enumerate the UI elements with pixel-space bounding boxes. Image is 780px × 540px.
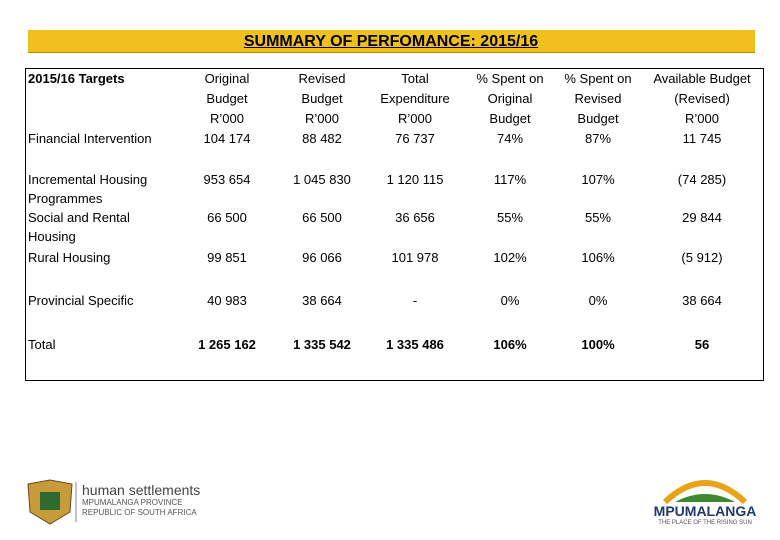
header-cell: 2015/16 Targets [28,71,125,86]
cell: 106% [493,337,527,352]
header-cell: Total [401,71,429,86]
cell: 953 654 [203,172,251,187]
logo-text: REPUBLIC OF SOUTH AFRICA [82,508,197,517]
cell: 36 656 [395,210,435,225]
cell: 102% [493,250,527,265]
right-logo [662,480,748,505]
cell: 0% [500,293,520,308]
row-label: Provincial Specific [28,293,134,308]
header-cell: Revised [574,91,622,106]
cell: 38 664 [302,293,342,308]
header-cell: R’000 [685,111,719,126]
crest-shield [40,492,60,510]
row-label: Total [28,337,56,352]
cell: 106% [581,250,615,265]
cell: 88 482 [302,131,342,146]
cell: 1 120 115 [386,172,444,187]
cell: 55% [584,210,612,225]
cell: 1 335 542 [293,337,351,352]
table-frame [25,68,764,381]
cell: 1 335 486 [386,337,444,352]
cell: (74 285) [677,172,727,187]
cell: 0% [588,293,608,308]
header-cell: Budget [577,111,619,126]
header-cell: R’000 [398,111,432,126]
right-logo-text: MPUMALANGA THE PLACE OF THE RISING SUN [654,503,780,527]
cell: 1 265 162 [198,337,256,352]
row-label: Financial Intervention [28,131,152,146]
header-cell: Expenditure [380,91,450,106]
header-cell: R’000 [305,111,339,126]
cell: 40 983 [207,293,247,308]
header-cell: Original [204,71,250,86]
logo-text: MPUMALANGA [653,503,757,519]
header-cell: Revised [298,71,346,86]
header-cell: % Spent on [564,71,632,86]
header-cell: Original [487,91,533,106]
sun-arc [662,480,748,505]
header-cell: R’000 [210,111,244,126]
cell: 55% [496,210,524,225]
header-cell: % Spent on [476,71,544,86]
cell: 117% [493,172,527,187]
row-label: Incremental Housing Programmes [28,172,148,206]
header-cell: Available Budget [653,71,751,86]
left-logo [27,479,77,525]
cell: 11 745 [682,131,722,146]
hill [675,494,735,502]
cell: (5 912) [681,250,723,265]
cell: 76 737 [395,131,435,146]
header-cell: Budget [206,91,248,106]
cell: - [412,293,418,308]
cell: 100% [581,337,615,352]
cell: 56 [694,337,710,352]
cell: 38 664 [682,293,722,308]
header-cell: (Revised) [674,91,730,106]
left-logo-text: human settlements MPUMALANGA PROVINCE REPU… [82,482,200,518]
cell: 87% [584,131,612,146]
cell: 99 851 [207,250,247,265]
cell: 66 500 [207,210,247,225]
logo-text: THE PLACE OF THE RISING SUN [658,520,752,526]
cell: 74% [496,131,524,146]
logo-text: MPUMALANGA PROVINCE [82,498,183,507]
row-label: Rural Housing [28,250,111,265]
header-cell: Budget [489,111,531,126]
cell: 1 045 830 [293,172,351,187]
title: SUMMARY OF PERFOMANCE: 2015/16 [243,33,539,50]
row-label: Social and Rental Housing [28,210,130,244]
cell: 107% [581,172,615,187]
cell: 104 174 [203,131,251,146]
logo-text: human settlements [82,482,201,498]
cell: 101 978 [391,250,439,265]
title-bar [28,30,755,53]
cell: 66 500 [302,210,342,225]
cell: 29 844 [682,210,722,225]
cell: 96 066 [302,250,342,265]
header-cell: Budget [301,91,343,106]
